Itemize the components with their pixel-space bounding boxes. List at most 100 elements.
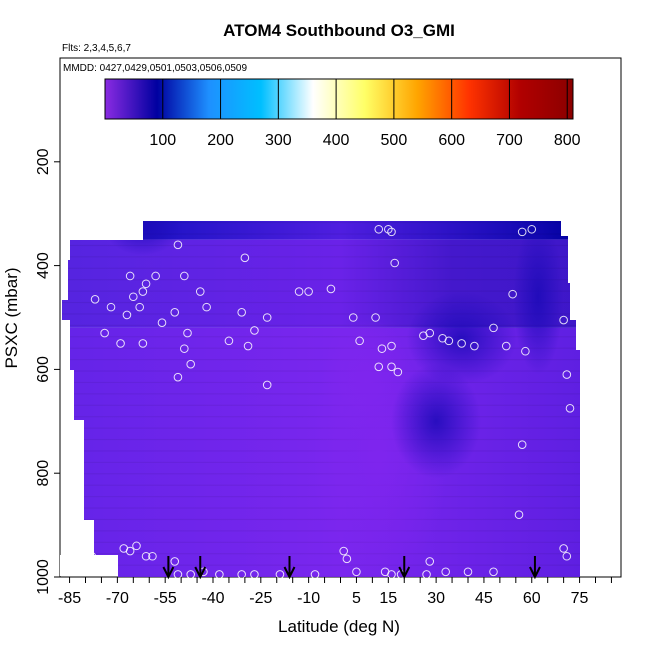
field-striation [62,244,580,247]
sample-point [323,173,333,182]
sample-point [106,302,116,312]
sample-point [428,191,438,200]
field-striation [60,211,621,212]
x-tick-label: -40 [201,590,224,607]
sample-point [256,196,266,206]
field-striation [62,530,580,532]
sample-point [173,240,183,250]
y-axis-label: PSXC (mbar) [2,267,21,368]
sample-point [154,162,164,172]
sample-point [68,178,78,187]
y-tick-label: 400 [35,252,52,279]
sample-point [294,287,304,296]
sample-point [180,271,189,281]
sample-point [479,204,489,213]
colorbar-tick-label: 400 [323,132,350,149]
flight-marker-arrow [194,556,207,580]
field-striation [62,233,580,235]
sample-point [425,328,435,338]
field-striation [62,324,580,326]
sample-point [450,204,460,213]
sample-point [237,570,246,579]
x-tick-label: 45 [475,590,493,607]
field-striation [62,267,580,269]
sample-point [514,510,524,520]
field-striation [62,564,580,566]
sample-point [374,362,384,372]
sample-point [361,199,371,208]
sample-point [489,567,498,577]
x-tick-label: 60 [523,590,541,607]
sample-point [202,302,211,312]
colorbar-ticks [162,79,568,119]
blank-corner [60,555,118,576]
sample-point [173,372,183,382]
sample-point [393,367,403,377]
field-band [62,221,580,240]
sample-point [517,440,527,449]
colorbar-tick-label: 700 [496,132,523,149]
sample-point [148,551,157,561]
sample-point [517,227,527,237]
sample-point [141,279,151,289]
field-striation [62,290,580,292]
colorbar-tick-label: 300 [265,132,292,149]
sample-point [310,570,320,579]
y-tick-label: 600 [35,356,52,383]
sample-point [342,188,352,198]
x-axis-ticks: -85 -70 -55 -40 -25 -10 5 15 30 45 60 75 [58,577,612,607]
sample-point [170,557,180,566]
sample-point [87,551,97,561]
sample-point [396,165,406,174]
field-striation [62,301,580,304]
sample-point [125,271,135,281]
colorbar [104,78,574,120]
x-tick-label: 5 [352,590,361,607]
sample-point [151,193,160,203]
sample-point [275,570,285,579]
sample-point [262,313,272,322]
sample-point [559,315,568,325]
sample-point [377,344,387,353]
colorbar-tick-labels: 100 200 300 400 500 600 700 800 [149,132,580,149]
field-striation [62,222,580,224]
sample-point [132,541,141,551]
sample-point [250,326,259,335]
field-striation [62,313,580,315]
sample-point [119,544,129,553]
field-striation [62,575,580,577]
sample-point [304,287,313,296]
sample-points [68,157,575,579]
field-striation [60,199,621,200]
colorbar-tick-label: 100 [149,132,176,149]
ozone-field [60,188,621,577]
y-tick-label: 200 [35,148,52,175]
sample-point [180,344,189,353]
sample-point [425,557,435,566]
sample-point [170,308,180,317]
field-feature [406,291,517,385]
x-tick-label: -55 [154,590,177,607]
field-striation [60,188,621,189]
sample-point [371,313,380,322]
colorbar-tick-label: 800 [554,132,581,149]
flight-marker-arrow [529,556,541,580]
sample-point [374,224,384,234]
sample-point [116,339,125,348]
sample-point [122,310,132,320]
sample-point [224,336,234,346]
sample-point [527,224,537,234]
sample-point [288,162,297,172]
field-striation [62,370,580,372]
sample-point [444,336,454,346]
field-striation [62,541,580,543]
field-feature [391,364,482,479]
sample-point [387,227,396,237]
sample-point [521,346,530,356]
colorbar-tick-label: 500 [381,132,408,149]
sample-point [562,370,572,379]
sample-point [122,180,132,190]
sample-point [170,157,180,167]
field-feature [102,221,183,256]
